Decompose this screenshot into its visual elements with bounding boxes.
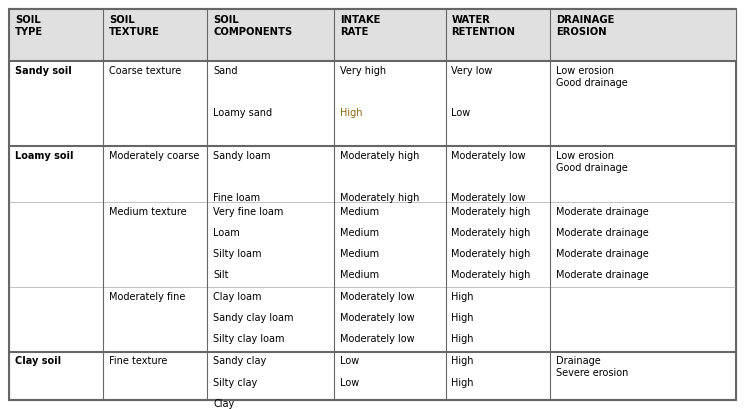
Text: High: High [451, 292, 474, 302]
Text: SOIL
TEXTURE: SOIL TEXTURE [109, 15, 159, 37]
Text: Medium: Medium [340, 228, 379, 238]
Text: Moderately low: Moderately low [340, 334, 414, 344]
Text: Moderate drainage: Moderate drainage [556, 249, 648, 259]
Text: Moderately high: Moderately high [340, 193, 419, 203]
Text: Moderately low: Moderately low [451, 193, 526, 203]
Text: Moderately low: Moderately low [451, 151, 526, 161]
Text: Very fine loam: Very fine loam [213, 207, 283, 217]
Text: Low: Low [340, 356, 359, 366]
Text: INTAKE
RATE: INTAKE RATE [340, 15, 380, 37]
Text: Low: Low [451, 108, 471, 118]
Text: SOIL
COMPONENTS: SOIL COMPONENTS [213, 15, 292, 37]
Text: Low: Low [340, 378, 359, 388]
Text: Low erosion
Good drainage: Low erosion Good drainage [556, 151, 627, 173]
Text: DRAINAGE
EROSION: DRAINAGE EROSION [556, 15, 614, 37]
Text: Very high: Very high [340, 66, 386, 76]
Text: Loamy sand: Loamy sand [213, 108, 272, 118]
Text: Loam: Loam [213, 228, 240, 238]
Text: Drainage
Severe erosion: Drainage Severe erosion [556, 356, 628, 378]
Text: Moderately high: Moderately high [451, 207, 531, 217]
Text: Medium: Medium [340, 207, 379, 217]
Text: Moderately high: Moderately high [340, 151, 419, 161]
Text: WATER
RETENTION: WATER RETENTION [451, 15, 516, 37]
Text: Clay: Clay [213, 399, 235, 409]
Text: High: High [451, 356, 474, 366]
Text: Coarse texture: Coarse texture [109, 66, 181, 76]
Text: Sandy clay loam: Sandy clay loam [213, 313, 294, 323]
Text: Moderately fine: Moderately fine [109, 292, 186, 302]
Text: Sandy clay: Sandy clay [213, 356, 266, 366]
Text: Moderately high: Moderately high [451, 270, 531, 280]
Text: Moderate drainage: Moderate drainage [556, 207, 648, 217]
Bar [9, 9, 736, 61]
Text: Sandy soil: Sandy soil [15, 66, 72, 76]
Text: Sandy loam: Sandy loam [213, 151, 270, 161]
Text: Moderately coarse: Moderately coarse [109, 151, 199, 161]
Text: High: High [451, 378, 474, 388]
Text: Low erosion
Good drainage: Low erosion Good drainage [556, 66, 627, 88]
Text: Silty loam: Silty loam [213, 249, 261, 259]
Text: High: High [451, 313, 474, 323]
Text: Sand: Sand [213, 66, 238, 76]
Text: Clay soil: Clay soil [15, 356, 61, 366]
Text: Medium: Medium [340, 249, 379, 259]
Text: Moderate drainage: Moderate drainage [556, 228, 648, 238]
Text: Very low: Very low [451, 66, 493, 76]
Text: Moderate drainage: Moderate drainage [556, 270, 648, 280]
Text: Loamy soil: Loamy soil [15, 151, 74, 161]
Text: Silty clay loam: Silty clay loam [213, 334, 285, 344]
Text: Clay loam: Clay loam [213, 292, 261, 302]
Text: Moderately high: Moderately high [451, 228, 531, 238]
Text: Silty clay: Silty clay [213, 378, 257, 388]
Text: Silt: Silt [213, 270, 229, 280]
Text: Medium texture: Medium texture [109, 207, 186, 217]
Text: Moderately high: Moderately high [451, 249, 531, 259]
Text: Moderately low: Moderately low [340, 292, 414, 302]
Text: SOIL
TYPE: SOIL TYPE [15, 15, 43, 37]
Text: Medium: Medium [340, 270, 379, 280]
Text: Fine loam: Fine loam [213, 193, 260, 203]
Text: Moderately low: Moderately low [340, 313, 414, 323]
Text: Fine texture: Fine texture [109, 356, 167, 366]
Text: High: High [340, 108, 362, 118]
Text: High: High [451, 334, 474, 344]
